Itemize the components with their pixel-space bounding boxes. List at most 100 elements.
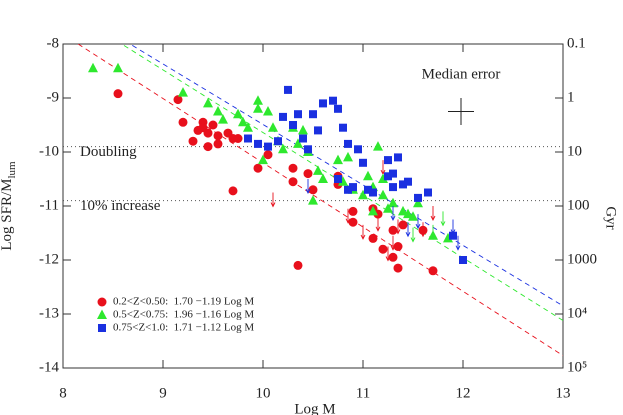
point <box>274 137 282 146</box>
point <box>349 183 357 192</box>
upper-limit-arrow <box>390 206 396 222</box>
point <box>449 231 457 240</box>
point <box>213 131 223 141</box>
point <box>408 211 418 221</box>
arrow-head <box>390 245 396 251</box>
x-tick-label: 11 <box>356 385 370 401</box>
point <box>358 189 368 200</box>
arrow-head <box>390 215 396 222</box>
point <box>203 97 213 108</box>
arrow-head <box>430 215 436 222</box>
point <box>348 206 358 216</box>
point <box>399 180 407 189</box>
point <box>393 263 403 273</box>
point <box>218 114 228 124</box>
point <box>178 87 188 97</box>
point <box>238 116 248 127</box>
point <box>359 158 367 167</box>
point <box>339 123 347 132</box>
upper-limit-arrow <box>440 211 446 227</box>
point <box>113 89 123 99</box>
plot-area <box>77 44 563 356</box>
point <box>258 154 268 165</box>
arrow-head <box>415 223 421 230</box>
fit-line <box>120 44 563 321</box>
point <box>233 108 243 119</box>
x-tick-label: 10 <box>256 385 271 401</box>
point <box>299 134 307 143</box>
point <box>428 266 438 276</box>
point <box>113 62 123 73</box>
point <box>228 186 238 196</box>
point <box>394 153 402 162</box>
point <box>329 96 337 105</box>
y2-tick-label: 1000 <box>567 251 597 267</box>
point <box>208 120 218 130</box>
x-axis-label: Log M <box>294 401 335 415</box>
point <box>178 117 188 127</box>
point <box>263 150 273 160</box>
point <box>343 151 353 162</box>
point <box>288 163 298 173</box>
upper-limit-arrow <box>455 235 461 251</box>
y-axis-label-main: Log SFR/M <box>0 179 15 251</box>
point <box>308 195 318 205</box>
point <box>368 205 378 216</box>
point <box>403 208 413 219</box>
upper-limit-arrow <box>410 227 416 243</box>
point <box>389 183 397 192</box>
upper-limit-arrow <box>360 224 366 240</box>
point <box>173 95 183 105</box>
y-tick-label: -11 <box>40 197 59 213</box>
upper-limit-arrow <box>430 224 436 240</box>
point <box>334 104 342 113</box>
point <box>378 244 388 254</box>
point <box>303 169 313 179</box>
arrow-head <box>375 226 381 232</box>
point <box>459 256 467 264</box>
point <box>203 128 213 138</box>
point <box>389 169 397 178</box>
upper-limit-arrow <box>305 179 311 195</box>
upper-limit-arrow <box>450 219 456 235</box>
point <box>88 62 98 73</box>
reference-label: 10% increase <box>80 198 161 214</box>
point <box>443 232 453 243</box>
point <box>294 110 302 119</box>
point <box>213 139 223 149</box>
point <box>244 134 252 143</box>
y2-tick-label: 10⁴ <box>567 305 587 321</box>
point <box>378 173 388 183</box>
point <box>253 103 263 113</box>
point <box>413 197 423 208</box>
point <box>388 225 398 235</box>
point <box>188 136 198 146</box>
point <box>308 185 318 195</box>
y-tick-label: -14 <box>39 359 59 375</box>
x-tick-label: 8 <box>59 385 67 401</box>
y-tick-label: -10 <box>39 143 59 159</box>
upper-limit-arrow <box>405 222 411 238</box>
y-axis-label: Log SFR/Mlum <box>0 161 18 251</box>
fit-line <box>77 44 563 356</box>
point <box>284 85 292 94</box>
legend-label: 0.5<Z<0.75: 1.96 −1.16 Log M <box>113 309 254 321</box>
point <box>254 139 262 148</box>
upper-limit-arrow <box>420 222 426 238</box>
point <box>338 176 348 186</box>
upper-limit-arrow <box>395 219 401 235</box>
upper-limit-arrow <box>385 246 391 262</box>
point <box>334 175 342 183</box>
y2-tick-label: 100 <box>567 197 590 213</box>
arrow-head <box>455 245 461 251</box>
y-tick-label: -13 <box>39 305 59 321</box>
point <box>354 145 362 154</box>
y-tick-label: -12 <box>39 251 59 267</box>
arrow-head <box>385 256 391 262</box>
point <box>393 242 403 251</box>
arrow-head <box>345 218 351 224</box>
point <box>369 188 377 197</box>
point <box>309 110 317 119</box>
y-axis-label-sub: lum <box>6 161 18 179</box>
